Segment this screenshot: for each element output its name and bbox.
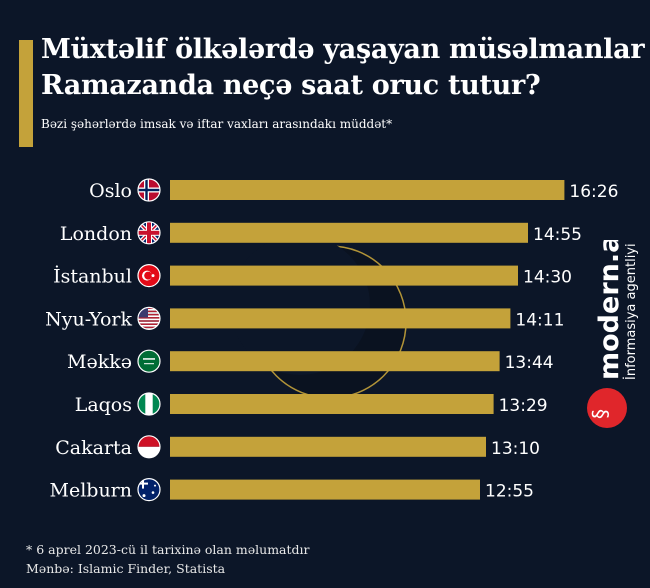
value-label: 14:55 [533, 225, 582, 245]
category-label: Melburn [50, 480, 133, 502]
logo-icon [587, 388, 627, 428]
modern-az-logo: § modern.az İnformasiya agentliyi [587, 240, 639, 428]
svg-text:§: § [588, 409, 612, 419]
saudi-arabia-flag-icon [137, 349, 161, 373]
bar-row: Oslo 16:26 [89, 178, 618, 202]
bar-row: London 14:55 [60, 221, 582, 245]
uk-flag-icon [137, 221, 161, 245]
bar-row: Nyu-York 14:11 [45, 306, 564, 330]
subtitle: Bəzi şəhərlərdə imsak və iftar vaxları a… [41, 117, 393, 131]
value-label: 14:30 [523, 268, 572, 288]
bar [170, 394, 494, 414]
category-label: Oslo [89, 180, 132, 202]
source-text: Mənbə: Islamic Finder, Statista [26, 561, 226, 576]
bar [170, 308, 511, 329]
indonesia-flag-icon [137, 435, 161, 459]
footnote: * 6 aprel 2023-cü il tarixinə olan məlum… [26, 540, 310, 578]
nigeria-flag-icon [137, 392, 161, 416]
bar-row: Laqos 13:29 [75, 392, 548, 416]
bar-row: İstanbul 14:30 [53, 264, 572, 288]
value-label: 13:29 [499, 396, 548, 416]
category-label: London [60, 223, 132, 245]
category-label: İstanbul [53, 265, 132, 288]
value-label: 13:44 [505, 353, 554, 373]
bar-row: Məkkə 13:44 [67, 349, 554, 373]
logo-tagline: İnformasiya agentliyi [623, 243, 639, 380]
usa-flag-icon [137, 306, 161, 330]
bar [170, 265, 518, 286]
bar [170, 436, 486, 457]
value-label: 12:55 [485, 482, 534, 502]
bar [170, 222, 528, 243]
australia-flag-icon [137, 478, 161, 502]
title-accent-bar [19, 40, 33, 147]
category-label: Cakarta [55, 437, 132, 459]
bar [170, 479, 480, 500]
footnote-text: * 6 aprel 2023-cü il tarixinə olan məlum… [26, 542, 310, 557]
title-line: Müxtəlif ölkələrdə yaşayan müsəlmanlar [41, 34, 645, 65]
bar [170, 180, 565, 200]
norway-flag-icon [137, 178, 161, 202]
category-label: Nyu-York [45, 308, 132, 330]
bar [170, 351, 500, 372]
value-label: 14:11 [515, 310, 564, 330]
turkey-flag-icon [137, 264, 161, 288]
logo-name: modern.az [594, 240, 625, 380]
bar-row: Melburn 12:55 [50, 478, 534, 502]
value-label: 13:10 [491, 439, 540, 459]
category-label: Məkkə [67, 351, 132, 373]
title-line: Ramazanda neçə saat oruc tutur? [41, 70, 541, 101]
category-label: Laqos [75, 394, 132, 416]
bar-row: Cakarta 13:10 [55, 435, 540, 459]
value-label: 16:26 [569, 182, 618, 202]
page-title: Müxtəlif ölkələrdə yaşayan müsəlmanlar R… [41, 32, 645, 104]
